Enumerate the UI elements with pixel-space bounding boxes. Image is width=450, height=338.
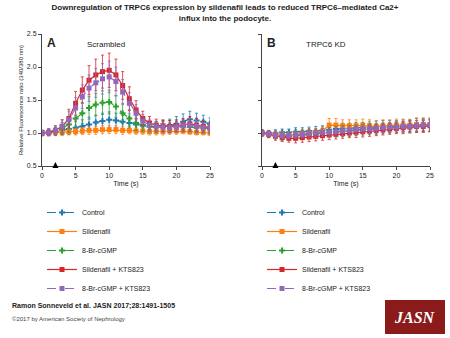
svg-text:TRPC6 KD: TRPC6 KD	[306, 40, 346, 49]
svg-text:Scrambled: Scrambled	[87, 40, 125, 49]
svg-text:Sildenafil: Sildenafil	[302, 228, 331, 235]
svg-text:1.5: 1.5	[27, 96, 37, 103]
svg-text:B: B	[267, 36, 276, 50]
svg-text:A: A	[47, 36, 56, 50]
svg-text:20: 20	[173, 172, 181, 179]
svg-text:Sildenafil + KTS823: Sildenafil + KTS823	[82, 266, 144, 273]
svg-text:20: 20	[393, 172, 401, 179]
svg-text:10: 10	[105, 172, 113, 179]
svg-text:Relative Fluorescence ratio (3: Relative Fluorescence ratio (340/380 nm)	[18, 45, 24, 155]
svg-text:1.0: 1.0	[27, 129, 37, 136]
svg-text:Time (s): Time (s)	[333, 180, 358, 188]
svg-text:0: 0	[260, 172, 264, 179]
svg-text:Sildenafil + KTS823: Sildenafil + KTS823	[302, 266, 364, 273]
svg-text:Time (s): Time (s)	[113, 180, 138, 188]
svg-text:Sildenafil: Sildenafil	[82, 228, 111, 235]
svg-text:15: 15	[139, 172, 147, 179]
svg-text:Control: Control	[82, 209, 105, 216]
svg-text:Ramon Sonneveld et al. JASN 20: Ramon Sonneveld et al. JASN 2017;28:1491…	[12, 302, 175, 310]
svg-text:Downregulation of TRPC6 expres: Downregulation of TRPC6 expression by si…	[52, 3, 399, 22]
svg-text:5: 5	[294, 172, 298, 179]
svg-text:8-Br-cGMP: 8-Br-cGMP	[302, 247, 337, 254]
svg-text:25: 25	[426, 172, 434, 179]
svg-text:25: 25	[206, 172, 214, 179]
svg-text:Control: Control	[302, 209, 325, 216]
svg-text:10: 10	[325, 172, 333, 179]
svg-text:JASN: JASN	[394, 309, 436, 326]
svg-text:8-Br-cGMP + KTS823: 8-Br-cGMP + KTS823	[82, 285, 150, 292]
svg-text:2.0: 2.0	[27, 63, 37, 70]
svg-text:8-Br-cGMP + KTS823: 8-Br-cGMP + KTS823	[302, 285, 370, 292]
svg-text:2.5: 2.5	[27, 30, 37, 37]
svg-text:15: 15	[359, 172, 367, 179]
svg-text:©2017 by American Society of N: ©2017 by American Society of Nephrology	[12, 316, 125, 322]
svg-text:5: 5	[74, 172, 78, 179]
svg-text:0.5: 0.5	[27, 162, 37, 169]
svg-text:8-Br-cGMP: 8-Br-cGMP	[82, 247, 117, 254]
svg-text:0: 0	[40, 172, 44, 179]
